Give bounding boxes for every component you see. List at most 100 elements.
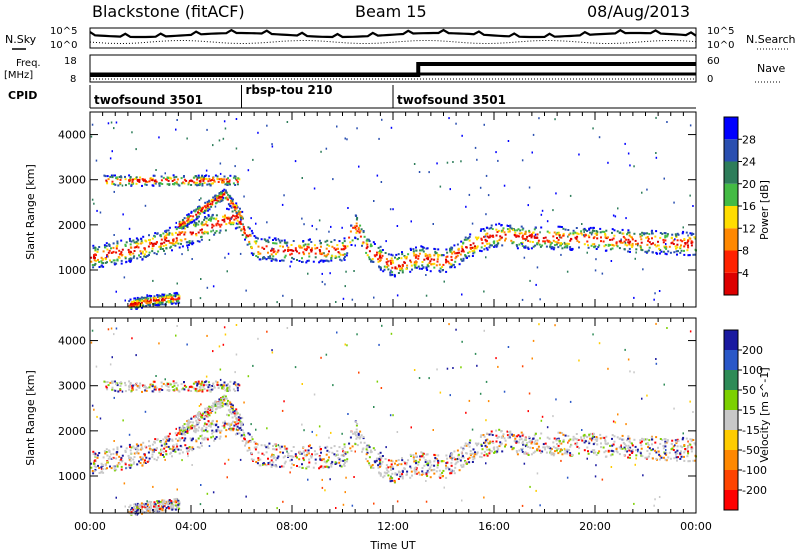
velocity-echo: [163, 505, 166, 508]
power-echo: [151, 250, 154, 253]
velocity-echo: [677, 439, 680, 442]
velocity-echo: [684, 448, 687, 450]
velocity-echo: [182, 387, 185, 390]
velocity-echo: [522, 433, 525, 436]
velocity-echo: [128, 385, 130, 388]
velocity-echo: [625, 444, 628, 447]
power-echo: [206, 200, 209, 203]
power-echo: [680, 244, 682, 247]
power-echo: [521, 236, 524, 239]
power-echo: [264, 257, 266, 260]
power-echo: [433, 262, 436, 265]
power-echo: [221, 193, 224, 196]
velocity-echo: [138, 503, 141, 506]
power-echo: [115, 121, 118, 124]
velocity-echo: [371, 464, 374, 466]
power-echo: [145, 301, 148, 304]
velocity-echo: [130, 511, 133, 514]
power-echo: [174, 294, 177, 297]
power-echo: [550, 242, 553, 244]
velocity-echo: [540, 432, 543, 435]
velocity-echo: [584, 440, 587, 443]
power-echo: [549, 241, 552, 244]
power-echo: [115, 290, 117, 293]
velocity-echo: [466, 462, 468, 465]
velocity-echo: [513, 435, 516, 438]
power-echo: [148, 251, 151, 254]
velocity-echo: [161, 389, 164, 391]
velocity-echo: [529, 440, 532, 443]
velocity-echo: [321, 478, 323, 481]
power-echo: [677, 233, 680, 236]
velocity-echo: [594, 438, 597, 441]
velocity-echo: [192, 421, 195, 424]
power-echo: [127, 248, 130, 251]
power-echo: [436, 258, 439, 261]
power-echo: [641, 249, 644, 252]
power-echo: [93, 259, 96, 262]
velocity-echo: [183, 433, 186, 436]
power-echo: [533, 236, 536, 239]
velocity-echo: [159, 500, 162, 503]
velocity-echo: [216, 428, 219, 431]
velocity-echo: [195, 429, 197, 432]
velocity-echo: [195, 439, 198, 442]
velocity-echo: [173, 498, 176, 501]
power-echo: [192, 242, 195, 244]
power-echo: [641, 231, 644, 234]
velocity-echo: [414, 459, 417, 462]
velocity-echo: [488, 448, 491, 451]
velocity-echo: [163, 441, 166, 444]
power-echo: [250, 229, 253, 232]
power-echo: [176, 233, 179, 236]
power-echo: [358, 231, 361, 234]
velocity-echo: [595, 436, 598, 438]
power-echo: [493, 245, 496, 248]
power-echo: [224, 197, 227, 200]
velocity-echo: [337, 457, 340, 460]
power-echo: [241, 234, 244, 236]
velocity-echo: [179, 427, 182, 430]
velocity-echo: [186, 420, 189, 423]
noise-axis-left-bottom: 10^0: [50, 40, 77, 51]
power-echo: [524, 245, 527, 248]
velocity-echo: [162, 500, 165, 502]
power-echo: [186, 219, 189, 222]
velocity-echo: [343, 446, 346, 449]
velocity-echo: [405, 473, 408, 476]
power-echo: [604, 244, 607, 247]
velocity-echo: [450, 457, 453, 460]
power-echo: [244, 238, 246, 241]
velocity-echo: [188, 427, 191, 430]
velocity-echo: [343, 464, 346, 467]
power-echo: [207, 206, 210, 209]
power-echo: [188, 240, 191, 242]
power-echo: [148, 300, 151, 303]
velocity-echo: [236, 389, 239, 392]
power-echo: [307, 259, 310, 262]
velocity-echo: [462, 456, 465, 459]
power-echo: [216, 177, 219, 180]
power-echo: [181, 245, 184, 248]
power-echo: [170, 295, 173, 298]
velocity-echo: [501, 435, 504, 438]
velocity-echo: [659, 438, 662, 440]
velocity-echo: [235, 385, 238, 388]
velocity-echo: [124, 463, 127, 466]
velocity-echo: [137, 444, 140, 447]
power-echo: [383, 268, 386, 271]
velocity-echo: [130, 389, 133, 392]
power-echo: [634, 239, 637, 242]
power-echo: [518, 232, 521, 235]
velocity-echo: [168, 439, 171, 442]
velocity-echo: [641, 455, 644, 458]
velocity-echo: [489, 440, 492, 443]
power-echo: [633, 232, 636, 235]
power-echo: [576, 239, 579, 242]
velocity-echo: [211, 385, 213, 387]
power-echo: [179, 238, 182, 241]
velocity-echo: [109, 465, 111, 468]
velocity-echo: [167, 435, 170, 438]
velocity-echo: [239, 458, 242, 461]
power-echo: [207, 219, 210, 221]
